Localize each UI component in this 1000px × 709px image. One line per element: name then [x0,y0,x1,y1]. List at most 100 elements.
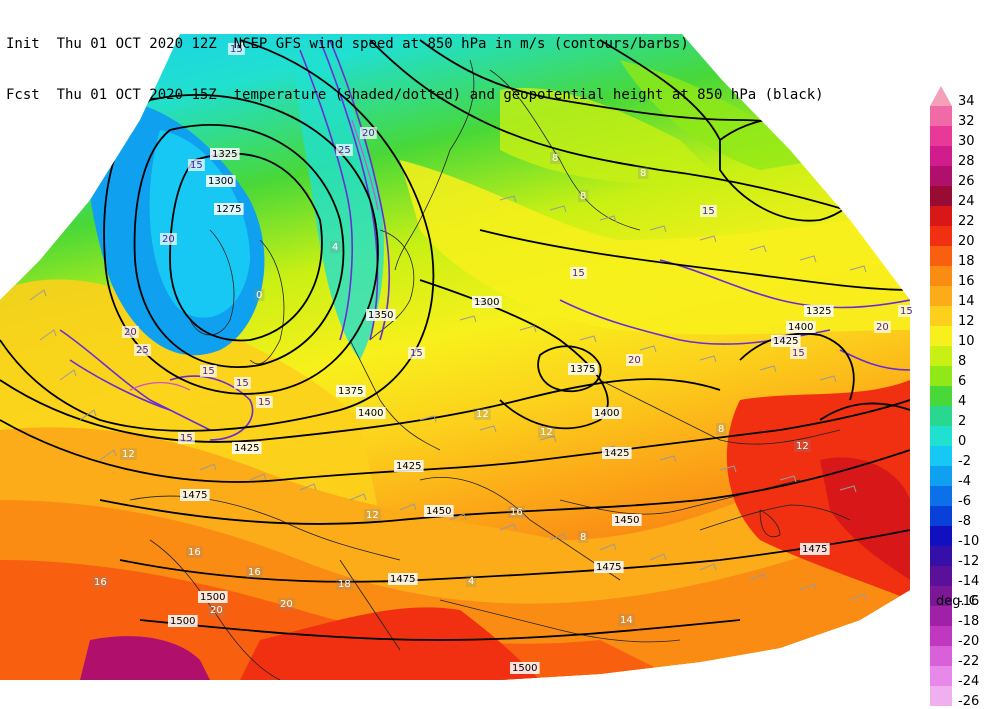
legend-label: -4 [958,474,971,489]
height-label-bg [232,442,262,454]
fcst-prefix: Fcst [6,87,40,103]
height-label-bg [214,203,244,215]
height-label-bg [568,363,598,375]
temperature-label: 16 [510,507,523,518]
height-label-bg [510,662,540,674]
wind-label-layer: 15 20 25 20 15 20 25 15 15 15 15 15 20 15 15 20 15 15 [122,43,915,444]
legend-label: -16 [958,594,980,609]
wind-label: 20 [628,355,641,366]
wind-label-bg [570,267,587,279]
init-line: Init Thu 01 OCT 2020 12Z NCEP GFS wind s… [6,36,824,53]
height-label: 1425 [604,448,629,459]
height-label: 1475 [390,574,415,585]
height-label: 1325 [806,306,831,317]
legend-swatch [930,466,952,486]
height-label-bg [206,175,236,187]
wind-label-bg [256,396,273,408]
legend-label: 26 [958,174,975,189]
temperature-label-bg [466,575,477,587]
legend-label: 10 [958,334,975,349]
legend-label: -10 [958,534,980,549]
height-label-bg [336,385,366,397]
temperature-label-bg [538,426,555,438]
height-label: 1325 [212,149,237,160]
temperature-label: 8 [640,168,646,179]
temperature-label: 8 [718,424,724,435]
legend-label: 12 [958,314,975,329]
height-label: 1350 [368,310,393,321]
temperature-label: 14 [620,615,633,626]
height-label: 1275 [216,204,241,215]
legend-label: -20 [958,634,980,649]
temperature-label: 18 [338,579,351,590]
title-line-1: NCEP GFS wind speed at 850 hPa in m/s (c… [233,36,689,52]
legend-label: 24 [958,194,975,209]
legend-swatch [930,306,952,326]
height-label-bg [198,591,228,603]
legend-label: -2 [958,454,971,469]
temperature-label: 12 [366,510,379,521]
height-label: 1400 [594,408,619,419]
legend-swatch [930,566,952,586]
temperature-label: 0 [256,290,262,301]
temperature-label: 4 [332,242,338,253]
wind-speed-contours [59,39,910,441]
temperature-label-bg [254,289,265,301]
wind-label-bg [898,305,915,317]
wind-label: 20 [876,322,889,333]
legend-swatch [930,506,952,526]
temperature-label-bg [208,604,225,616]
wind-label-bg [178,432,195,444]
height-label: 1500 [200,592,225,603]
legend-swatch [930,366,952,386]
temperature-label: 20 [210,605,223,616]
legend-label: 0 [958,434,967,449]
temperature-label-bg [794,440,811,452]
legend-swatch [930,446,952,466]
legend-label: -6 [958,494,971,509]
temperature-label: 8 [580,532,586,543]
wind-label-bg [360,127,377,139]
wind-label: 15 [236,378,249,389]
legend-label: -18 [958,614,980,629]
temperature-label-layer: 0 4 8 8 8 12 12 12 16 16 20 20 14 16 18 16 12 8 4 8 12 [92,152,811,626]
legend-label: -22 [958,654,980,669]
legend-swatch [930,626,952,646]
wind-label-bg [790,347,807,359]
wind-label: 15 [190,160,203,171]
wind-label-bg [134,344,151,356]
height-label: 1400 [358,408,383,419]
height-label: 1450 [426,506,451,517]
init-prefix: Init [6,36,40,52]
height-label-bg [424,505,454,517]
temperature-label: 8 [552,153,558,164]
legend-label: -24 [958,674,980,689]
fcst-line: Fcst Thu 01 OCT 2020 15Z temperature (sh… [6,87,824,104]
wind-label-bg [874,321,891,333]
legend-label: 14 [958,294,975,309]
temperature-label-bg [474,408,491,420]
height-label: 1475 [802,544,827,555]
wind-label: 15 [230,44,243,55]
height-label-bg [594,561,624,573]
legend-swatch [930,266,952,286]
temperature-label-bg [278,598,295,610]
temperature-label: 12 [476,409,489,420]
temperature-label: 8 [580,191,586,202]
temperature-label: 16 [248,567,261,578]
legend-label: 4 [958,394,967,409]
wind-label: 20 [362,128,375,139]
legend-swatch [930,546,952,566]
wind-label: 25 [338,145,351,156]
wind-speed-contours-strong [129,119,379,391]
legend-label: -26 [958,694,980,709]
temperature-label: 16 [94,577,107,588]
legend-swatch [930,326,952,346]
legend-swatch [930,206,952,226]
height-label: 1300 [474,297,499,308]
temperature-label-bg [364,509,381,521]
wind-label: 15 [410,348,423,359]
height-label-bg [366,309,396,321]
